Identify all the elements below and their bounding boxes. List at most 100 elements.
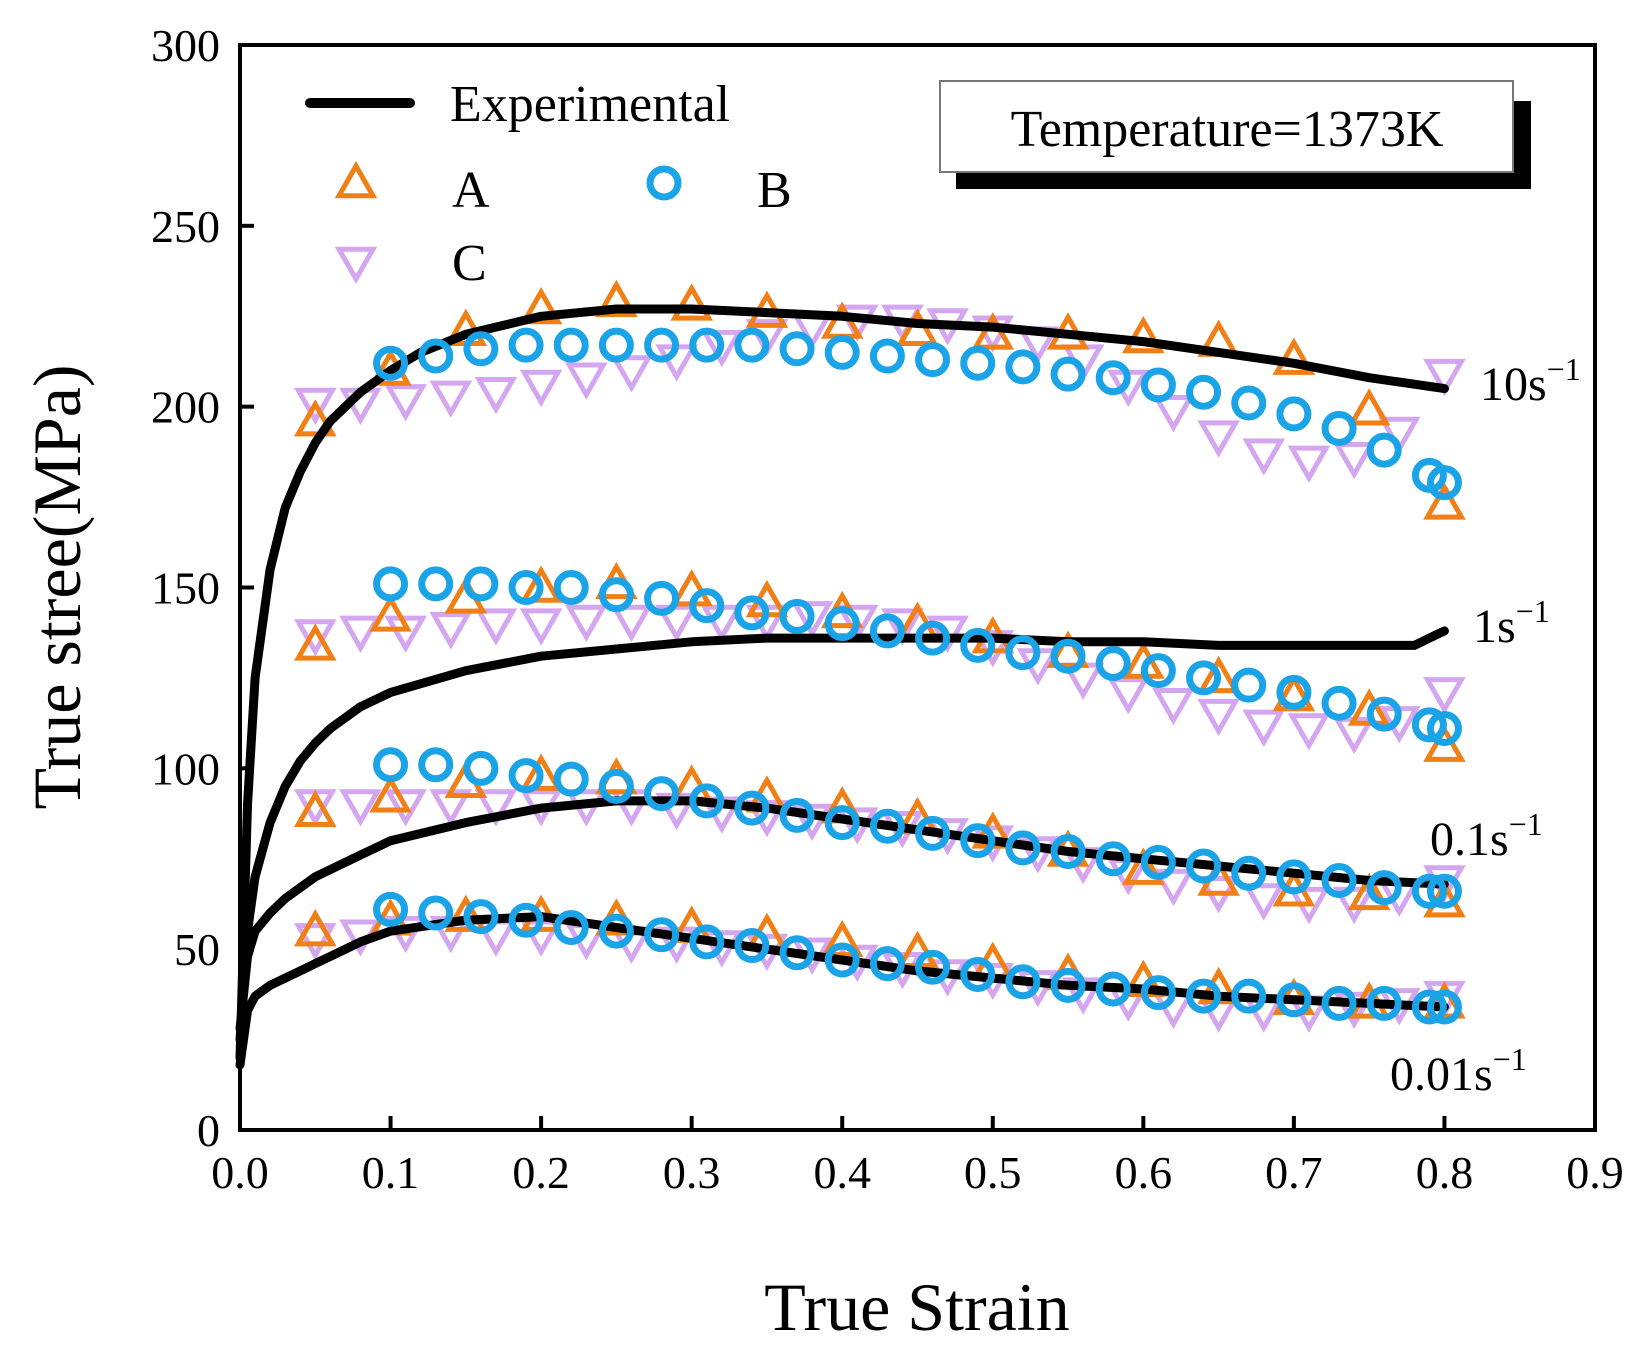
model-b-point (508, 327, 544, 363)
model-c-point (1152, 687, 1195, 726)
strain-rate-labels: 10s−11s−10.1s−10.01s−1 (1390, 351, 1581, 1101)
model-c-point (1106, 677, 1150, 715)
y-tick-label: 0 (197, 1105, 220, 1156)
model-b-point (418, 747, 454, 783)
model-c-point (429, 380, 473, 418)
model-b-point (1321, 862, 1357, 898)
x-tick-label: 0.3 (663, 1147, 721, 1198)
model-c-point (1287, 713, 1331, 751)
model-b-point (1231, 385, 1267, 421)
x-tick-label: 0.0 (211, 1147, 269, 1198)
model-b-point (373, 566, 409, 602)
model-b-point (1050, 638, 1086, 674)
y-tick-label: 300 (151, 20, 220, 71)
model-b-point (598, 577, 634, 613)
legend-c-swatch (334, 246, 378, 285)
y-axis-title: True stree(MPa) (19, 364, 95, 809)
model-c-point (564, 362, 608, 400)
model-c-point (835, 604, 879, 643)
model-b-point (1366, 870, 1402, 906)
model-c-point (1242, 883, 1286, 921)
model-b-point (1140, 975, 1176, 1011)
model-b-point (869, 808, 905, 844)
model-a-point (595, 279, 638, 318)
model-b-point (553, 909, 589, 945)
model-b-point (915, 620, 951, 656)
model-a-point (1423, 482, 1466, 520)
model-b-point (960, 345, 996, 381)
model-c-point (293, 619, 337, 657)
model-a-point (1423, 724, 1466, 762)
strain-rate-value: 1s (1473, 600, 1516, 653)
model-c-point (1423, 358, 1466, 397)
model-b-point (373, 747, 409, 783)
model-b-point (1276, 982, 1312, 1018)
model-a-point (519, 565, 563, 603)
model-b-point (1005, 349, 1041, 385)
model-b-point (824, 805, 860, 841)
model-b-point (1276, 859, 1312, 895)
model-b-point (1050, 834, 1086, 870)
model-a-point (1347, 688, 1391, 726)
model-a-point (293, 623, 337, 661)
model-b-point (644, 327, 680, 363)
legend: Experimental A B C (305, 76, 792, 292)
model-c-point (339, 615, 382, 653)
legend-a-swatch (334, 160, 378, 199)
model-b-point (734, 928, 770, 964)
model-c-point (700, 329, 744, 368)
y-tick-label: 200 (151, 382, 220, 433)
strain-rate-label: 10s−1 (1480, 351, 1581, 411)
legend-c-label: C (452, 235, 487, 292)
model-b-point (598, 327, 634, 363)
model-b-point (1186, 660, 1222, 696)
y-tick-label: 50 (174, 924, 220, 975)
model-c-point (293, 923, 337, 961)
model-a-point (1122, 847, 1165, 885)
model-c-point (384, 615, 427, 653)
model-b-point (824, 606, 860, 642)
model-b-point (1005, 635, 1041, 671)
legend-experimental-label: Experimental (450, 76, 730, 133)
model-b-point (1411, 989, 1447, 1025)
model-a-point (1046, 630, 1090, 668)
legend-b-swatch (646, 165, 682, 201)
model-b-point (1426, 873, 1462, 909)
model-c-point (610, 355, 653, 393)
model-a-point (1197, 655, 1240, 694)
model-b-point (1186, 978, 1222, 1014)
model-b-point (418, 566, 454, 602)
strain-rate-exponent: −1 (1509, 806, 1543, 842)
strain-rate-label: 0.01s−1 (1390, 1041, 1527, 1101)
strain-rate-group (235, 747, 1466, 1034)
strain-rate-value: 0.1s (1430, 813, 1509, 866)
model-c-point (790, 803, 834, 842)
model-c-point (1423, 677, 1466, 715)
temperature-annotation: Temperature=1373K (939, 80, 1531, 189)
model-b-point (1411, 707, 1447, 743)
model-c-point (519, 608, 563, 646)
model-b-point (1231, 855, 1267, 891)
model-c-point (655, 604, 698, 643)
legend-a-label: A (452, 162, 490, 219)
model-b-point (1426, 465, 1462, 501)
model-b-point (463, 331, 499, 367)
legend-b-marker (646, 165, 682, 201)
legend-a-marker (334, 160, 378, 199)
legend-c-marker (334, 246, 378, 285)
experimental-curve (235, 796, 1449, 1034)
model-b-point (1050, 967, 1086, 1003)
model-b-point (1366, 985, 1402, 1021)
model-b-point (779, 331, 815, 367)
y-tick-label: 150 (151, 563, 220, 614)
model-b-point (418, 338, 454, 374)
model-b-point (463, 566, 499, 602)
model-b-point (734, 327, 770, 363)
model-b-point (598, 768, 634, 804)
model-c-point (519, 369, 563, 408)
model-b-point (915, 815, 951, 851)
model-b-point (1095, 360, 1131, 396)
strain-rate-group (235, 561, 1466, 1045)
strain-rate-value: 10s (1480, 358, 1547, 411)
model-b-point (1411, 873, 1447, 909)
